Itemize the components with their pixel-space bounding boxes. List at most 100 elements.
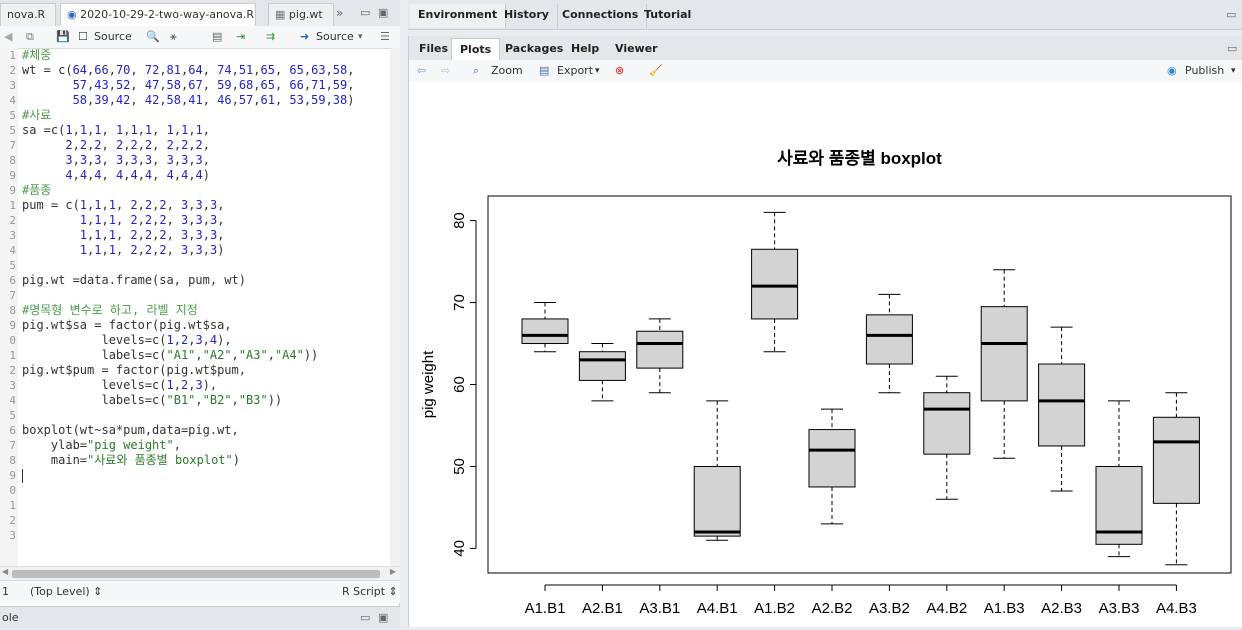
y-tick-label: 60 [451, 376, 468, 393]
console-tab-label: ole [2, 611, 19, 624]
minimize-icon[interactable]: ▭ [1227, 42, 1238, 55]
code-text: sa =c(1,1,1, 1,1,1, 1,1,1, [22, 123, 211, 137]
code-area[interactable]: 1 #체중 2 wt = c(64,66,70, 72,81,64, 74,51,65… [0, 48, 390, 566]
scroll-thumb[interactable] [12, 570, 380, 578]
code-text: pig.wt =data.frame(sa, pum, wt) [22, 273, 246, 287]
line-number: 3 [9, 79, 16, 92]
line-number-gutter [0, 48, 18, 566]
arrow-left-icon[interactable]: ⇦ [417, 64, 427, 77]
tab-viewer[interactable]: Viewer [607, 38, 666, 60]
box [521, 318, 569, 345]
box [751, 248, 799, 320]
tab-label: Environment [418, 8, 498, 21]
show-in-window-icon[interactable]: ⧉ [26, 30, 34, 43]
tab-files[interactable]: Files [411, 38, 456, 60]
code-text: pig.wt$pum = factor(pig.wt$pum, [22, 363, 246, 377]
zoom-icon[interactable]: ⌕ [473, 64, 480, 77]
scope-label: (Top Level) [30, 585, 90, 598]
chevron-down-icon[interactable]: ▾ [595, 66, 600, 76]
line-number: 6 [9, 274, 16, 287]
code-text: pum = c(1,1,1, 2,2,2, 3,3,3, [22, 198, 225, 212]
scroll-left-icon[interactable]: ◀ [2, 567, 9, 576]
chart-title: 사료와 품종별 boxplot [777, 149, 942, 168]
cursor-position: 1 [2, 585, 9, 598]
line-number: 8 [9, 304, 16, 317]
chevron-down-icon[interactable]: ▾ [358, 32, 363, 42]
editor-tab-pig-wt[interactable]: ▦ pig.wt [268, 3, 334, 26]
back-icon[interactable]: ◀ [4, 30, 13, 43]
editor-tab-label: 2020-10-29-2-two-way-anova.R [80, 8, 255, 21]
line-number: 6 [9, 424, 16, 437]
line-number: 0 [9, 334, 16, 347]
source-button[interactable]: Source [316, 30, 354, 43]
tab-environment[interactable]: Environment [410, 4, 507, 28]
more-tabs-icon[interactable]: » [336, 6, 344, 20]
tab-plots[interactable]: Plots [451, 38, 501, 60]
editor-tab-anova[interactable]: nova.R [0, 3, 56, 26]
line-number: 0 [9, 484, 16, 497]
tab-packages[interactable]: Packages [497, 38, 571, 60]
line-number: 7 [9, 139, 16, 152]
code-text: 1,1,1, 2,2,2, 3,3,3, [79, 228, 225, 242]
outline-icon[interactable]: ☰ [380, 30, 390, 43]
scope-selector[interactable]: (Top Level) ⇕ [30, 585, 103, 598]
broom-icon[interactable]: 🧹 [649, 64, 663, 77]
filetype-selector[interactable]: R Script ⇕ [342, 585, 398, 598]
search-icon[interactable]: 🔍 [146, 30, 160, 43]
y-axis-label: pig weight [420, 350, 437, 418]
arrow-right-icon[interactable]: ⇨ [441, 64, 451, 77]
line-number: 5 [9, 259, 16, 272]
zoom-button[interactable]: Zoom [491, 64, 523, 77]
line-number: 3 [9, 529, 16, 542]
line-number: 4 [9, 94, 16, 107]
source-on-save-checkbox[interactable]: ☐ [78, 30, 88, 43]
maximize-icon[interactable]: ▣ [378, 611, 389, 624]
editor-tab-two-way-anova[interactable]: ◉ 2020-10-29-2-two-way-anova.R ✕ [60, 3, 256, 27]
x-tick-label: A3.B3 [1099, 600, 1140, 617]
tab-tutorial[interactable]: Tutorial [636, 4, 699, 28]
remove-plot-icon[interactable]: ⊗ [615, 64, 625, 77]
publish-button[interactable]: Publish [1185, 64, 1225, 77]
minimize-icon[interactable]: ▭ [360, 6, 371, 19]
minimize-icon[interactable]: ▭ [360, 611, 371, 624]
code-text: boxplot(wt~sa*pum,data=pig.wt, [22, 423, 239, 437]
code-text: #품종 [22, 183, 52, 197]
minimize-icon[interactable]: ▭ [1226, 8, 1237, 21]
y-tick-label: 80 [451, 212, 468, 229]
export-icon: ▤ [539, 64, 550, 77]
box [636, 330, 684, 369]
vertical-scrollbar[interactable] [390, 48, 400, 566]
scroll-right-icon[interactable]: ▶ [389, 567, 396, 576]
line-number: 5 [9, 409, 16, 422]
maximize-icon[interactable]: ▣ [378, 6, 389, 19]
x-tick-label: A3.B1 [639, 600, 680, 617]
compile-report-icon[interactable]: ▤ [212, 30, 223, 43]
line-number: 9 [9, 184, 16, 197]
x-tick-label: A4.B2 [926, 600, 967, 617]
code-text: ylab="pig weight", [22, 438, 181, 452]
box [865, 314, 913, 365]
tab-help[interactable]: Help [563, 38, 607, 60]
code-text: 2,2,2, 2,2,2, 2,2,2, [65, 138, 211, 152]
tab-connections[interactable]: Connections [554, 4, 648, 28]
x-tick-label: A3.B2 [869, 600, 910, 617]
chevron-down-icon[interactable]: ▾ [1231, 66, 1236, 76]
line-number: 5 [9, 109, 16, 122]
magic-wand-icon[interactable]: ⚹ [170, 30, 177, 43]
run-line-icon[interactable]: ⇥ [236, 30, 246, 43]
code-text: #명목형 변수로 하고, 라벨 지정 [22, 303, 198, 317]
horizontal-scrollbar[interactable]: ◀ ▶ [0, 566, 400, 581]
console-titlebar[interactable]: ole ▭ ▣ [0, 606, 400, 628]
x-tick-label: A4.B1 [697, 600, 738, 617]
x-tick-label: A2.B1 [582, 600, 623, 617]
line-number: 3 [9, 229, 16, 242]
tab-history[interactable]: History [496, 4, 558, 28]
rerun-icon[interactable]: ⇉ [266, 30, 276, 43]
line-number: 7 [9, 439, 16, 452]
tab-label: Packages [505, 42, 564, 55]
source-arrow-icon: ➜ [300, 30, 310, 43]
save-icon[interactable]: 💾 [56, 30, 70, 43]
export-button[interactable]: Export [557, 64, 594, 77]
code-text: labels=c("B1","B2","B3")) [22, 393, 283, 407]
code-text: main="사료와 품종별 boxplot") [22, 453, 240, 467]
